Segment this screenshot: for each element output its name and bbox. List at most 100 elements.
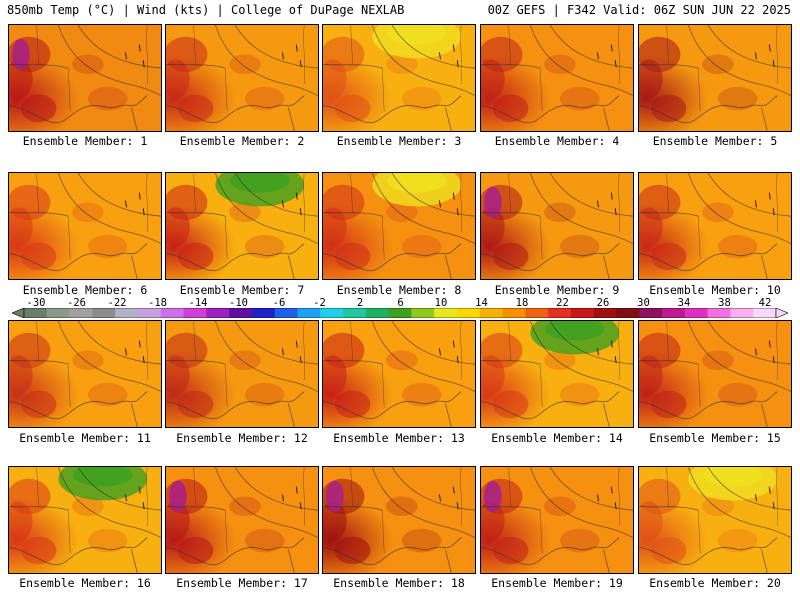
warm-anomaly-area xyxy=(229,202,261,223)
wind-barb xyxy=(282,348,284,356)
height-contour xyxy=(529,173,633,245)
wind-barb xyxy=(138,486,141,494)
wind-barb xyxy=(597,52,599,60)
wind-barb xyxy=(282,52,284,60)
height-contour xyxy=(57,467,161,539)
height-contour xyxy=(57,173,161,245)
colorbar-segment xyxy=(343,308,367,318)
ensemble-member-label: Ensemble Member: 16 xyxy=(19,576,151,590)
wind-barb xyxy=(597,348,599,356)
coastline xyxy=(323,505,462,573)
warm-anomaly-area xyxy=(9,501,33,541)
warm-anomaly-area xyxy=(386,202,418,223)
colorbar-tick-label: -26 xyxy=(67,297,86,309)
wind-barb xyxy=(299,356,302,364)
warm-anomaly-area xyxy=(229,54,261,75)
colorbar-segment xyxy=(616,308,640,318)
ensemble-member-label: Ensemble Member: 9 xyxy=(494,283,620,297)
temperature-map xyxy=(639,25,791,131)
warm-anomaly-area xyxy=(72,54,104,75)
warm-anomaly-area xyxy=(639,59,663,99)
wind-barb xyxy=(295,486,298,494)
colorbar-segment xyxy=(69,308,93,318)
height-contour xyxy=(371,467,475,539)
wind-barb xyxy=(142,60,145,68)
colorbar-segment xyxy=(137,308,162,318)
wind-barb xyxy=(138,340,141,348)
state-borders xyxy=(36,173,148,260)
cool-anomaly-core xyxy=(703,467,763,487)
wind-barb xyxy=(439,200,441,208)
wind-barb xyxy=(614,502,617,510)
temperature-map xyxy=(639,467,791,573)
warm-anomaly-area xyxy=(87,86,128,111)
colorbar-segment xyxy=(753,308,777,318)
wind-barb xyxy=(299,60,302,68)
height-contour xyxy=(529,321,633,393)
state-borders xyxy=(193,321,305,408)
warm-anomaly-area xyxy=(177,94,214,123)
cool-anomaly-core xyxy=(73,467,133,487)
colorbar-segment xyxy=(730,308,754,318)
ensemble-member-label: Ensemble Member: 18 xyxy=(333,576,465,590)
ensemble-map-panel xyxy=(480,24,634,132)
state-borders xyxy=(350,467,462,554)
wind-barb xyxy=(125,52,127,60)
warm-anomaly-area xyxy=(544,54,576,75)
colorbar-tick-label: -14 xyxy=(188,297,208,309)
warm-anomaly-area xyxy=(334,536,371,565)
warm-anomaly-area xyxy=(481,59,505,99)
colorbar-segment xyxy=(662,308,686,318)
colorbar-tick-label: -18 xyxy=(148,297,167,309)
coastline xyxy=(166,63,305,131)
temperature-map xyxy=(166,321,318,427)
ensemble-member-label: Ensemble Member: 5 xyxy=(652,134,778,148)
state-borders xyxy=(508,173,620,260)
ensemble-map-panel xyxy=(8,172,162,280)
ensemble-member-label: Ensemble Member: 11 xyxy=(19,431,151,445)
height-contour xyxy=(214,467,318,539)
warm-anomaly-area xyxy=(244,382,285,407)
ensemble-member-label: Ensemble Member: 4 xyxy=(494,134,620,148)
warm-anomaly-area xyxy=(650,94,687,123)
cool-anomaly-core xyxy=(230,173,290,193)
warm-anomaly-area xyxy=(334,94,371,123)
warm-anomaly-area xyxy=(386,350,418,371)
ensemble-map-panel xyxy=(8,466,162,574)
colorbar-tick-label: 2 xyxy=(356,297,364,309)
wind-barb xyxy=(614,60,617,68)
warm-anomaly-area xyxy=(20,390,57,419)
temperature-map xyxy=(166,25,318,131)
colorbar-tick-label: 18 xyxy=(515,297,529,309)
wind-barb xyxy=(452,192,455,200)
coastline xyxy=(323,211,462,279)
ensemble-map-panel xyxy=(165,172,319,280)
wind-barb xyxy=(768,486,771,494)
ensemble-map-panel xyxy=(480,172,634,280)
colorbar-segment xyxy=(525,308,549,318)
colorbar-segment xyxy=(456,308,481,318)
hot-anomaly-core xyxy=(483,186,502,219)
ensemble-map-panel xyxy=(8,320,162,428)
hot-anomaly-core xyxy=(11,38,30,71)
colorbar-segment xyxy=(684,308,709,318)
temperature-map xyxy=(639,173,791,279)
state-borders xyxy=(36,321,148,408)
warm-anomaly-area xyxy=(177,536,214,565)
colorbar-tick-label: -22 xyxy=(107,297,127,309)
state-borders xyxy=(666,321,778,408)
state-borders xyxy=(666,467,778,554)
coastline xyxy=(166,359,305,427)
height-contour xyxy=(214,25,318,97)
temperature-map xyxy=(9,467,161,573)
wind-barb xyxy=(439,348,441,356)
warm-anomaly-area xyxy=(492,242,529,271)
colorbar-tick-label: 26 xyxy=(596,297,610,309)
ensemble-map-panel xyxy=(165,24,319,132)
wind-barb xyxy=(295,340,298,348)
colorbar-tick-label: 6 xyxy=(397,297,404,309)
temperature-map xyxy=(481,25,633,131)
colorbar-segment xyxy=(593,308,617,318)
state-borders xyxy=(508,25,620,112)
colorbar-tick-label: 38 xyxy=(718,297,731,309)
